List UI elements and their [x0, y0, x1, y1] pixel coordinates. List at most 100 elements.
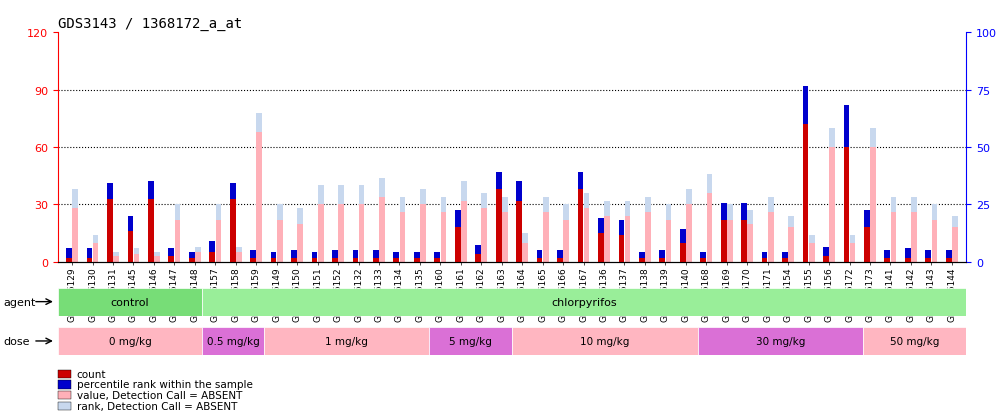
- Bar: [931, 205, 937, 220]
- Bar: [414, 259, 419, 262]
- Bar: [905, 249, 910, 259]
- Bar: [543, 213, 549, 262]
- Bar: [706, 193, 712, 262]
- Bar: [830, 128, 835, 148]
- Bar: [946, 251, 951, 259]
- Bar: [195, 247, 201, 253]
- Bar: [230, 184, 235, 199]
- Bar: [522, 234, 528, 243]
- Bar: [318, 186, 324, 205]
- Bar: [298, 209, 303, 224]
- Bar: [871, 148, 875, 262]
- Bar: [420, 190, 426, 205]
- Bar: [502, 213, 508, 262]
- Bar: [271, 259, 277, 262]
- Bar: [189, 259, 194, 262]
- Bar: [686, 190, 692, 205]
- Bar: [925, 251, 931, 259]
- Bar: [782, 253, 788, 259]
- Bar: [830, 148, 835, 262]
- Bar: [189, 253, 194, 259]
- Bar: [455, 211, 460, 228]
- Bar: [202, 288, 966, 316]
- Bar: [741, 203, 747, 220]
- Bar: [809, 243, 815, 262]
- Bar: [706, 174, 712, 193]
- Bar: [619, 220, 624, 235]
- Bar: [455, 228, 460, 262]
- Text: value, Detection Call = ABSENT: value, Detection Call = ABSENT: [77, 390, 242, 400]
- Bar: [721, 203, 726, 220]
- Bar: [332, 259, 338, 262]
- Bar: [762, 253, 768, 259]
- Bar: [353, 259, 359, 262]
- Bar: [359, 205, 365, 262]
- Bar: [148, 199, 153, 262]
- Bar: [884, 259, 890, 262]
- Bar: [298, 224, 303, 262]
- Bar: [312, 259, 318, 262]
- Bar: [624, 201, 630, 216]
- Bar: [789, 216, 794, 228]
- Bar: [461, 182, 467, 201]
- Text: 10 mg/kg: 10 mg/kg: [580, 336, 629, 346]
- Bar: [271, 253, 277, 259]
- Text: agent: agent: [3, 297, 36, 307]
- Bar: [215, 220, 221, 262]
- Bar: [768, 213, 774, 262]
- Bar: [680, 230, 685, 243]
- Bar: [332, 251, 338, 259]
- Bar: [58, 327, 202, 355]
- Bar: [209, 253, 215, 262]
- Bar: [353, 251, 359, 259]
- Bar: [727, 220, 733, 262]
- Bar: [931, 220, 937, 262]
- Text: control: control: [111, 297, 149, 307]
- Bar: [73, 190, 78, 209]
- Text: 5 mg/kg: 5 mg/kg: [449, 336, 492, 346]
- Bar: [133, 249, 139, 254]
- Text: 30 mg/kg: 30 mg/kg: [756, 336, 805, 346]
- Bar: [605, 201, 610, 216]
- Bar: [264, 327, 429, 355]
- Bar: [291, 259, 297, 262]
- Bar: [925, 259, 931, 262]
- Bar: [393, 259, 399, 262]
- Bar: [543, 197, 549, 213]
- Bar: [434, 259, 440, 262]
- Bar: [250, 259, 256, 262]
- Bar: [359, 186, 365, 205]
- Bar: [374, 259, 378, 262]
- Bar: [952, 216, 958, 228]
- Bar: [312, 253, 318, 259]
- Bar: [768, 197, 774, 213]
- Bar: [905, 259, 910, 262]
- Bar: [747, 211, 753, 224]
- Bar: [516, 201, 522, 262]
- Bar: [393, 253, 399, 259]
- Bar: [639, 259, 644, 262]
- Bar: [850, 235, 856, 243]
- Bar: [154, 253, 159, 256]
- Bar: [250, 251, 256, 259]
- Bar: [624, 216, 630, 262]
- Bar: [782, 259, 788, 262]
- Bar: [890, 197, 896, 213]
- Bar: [665, 205, 671, 220]
- Bar: [803, 87, 809, 125]
- Bar: [399, 197, 405, 213]
- Bar: [844, 148, 850, 262]
- Bar: [236, 253, 242, 262]
- Text: 0 mg/kg: 0 mg/kg: [109, 336, 151, 346]
- Bar: [516, 182, 522, 201]
- Bar: [174, 205, 180, 220]
- Bar: [557, 251, 563, 259]
- Bar: [502, 197, 508, 213]
- Bar: [700, 253, 706, 259]
- Bar: [686, 205, 692, 262]
- Bar: [884, 251, 890, 259]
- Bar: [127, 232, 133, 262]
- Bar: [154, 256, 159, 262]
- Bar: [87, 249, 93, 259]
- Bar: [605, 216, 610, 262]
